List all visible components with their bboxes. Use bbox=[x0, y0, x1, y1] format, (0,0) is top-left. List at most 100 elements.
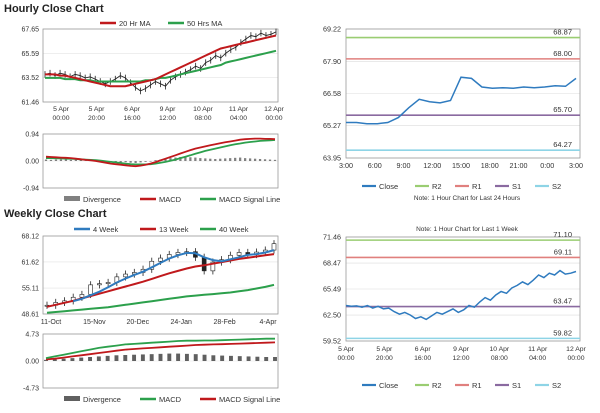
plot-frame bbox=[42, 133, 279, 189]
y-tick-label: 68.47 bbox=[323, 259, 341, 268]
plot-frame bbox=[42, 28, 279, 103]
wk4-line bbox=[72, 249, 275, 303]
y-tick-label: -4.73 bbox=[23, 386, 39, 393]
divergence-bar bbox=[70, 358, 75, 361]
legend-swatch bbox=[64, 396, 80, 401]
divergence-bar bbox=[239, 157, 242, 161]
x-tick-label: 20:00 bbox=[88, 115, 105, 122]
level-label-s1: 65.70 bbox=[553, 105, 572, 114]
y-tick-label: 63.52 bbox=[21, 75, 39, 82]
candle-body bbox=[79, 294, 85, 298]
divergence-bar bbox=[149, 161, 152, 162]
close-line bbox=[44, 31, 277, 92]
divergence-bar bbox=[211, 355, 216, 361]
y-tick-label: 61.62 bbox=[21, 259, 39, 266]
divergence-bar bbox=[44, 159, 48, 161]
x-tick-label: 6 Apr bbox=[415, 346, 432, 353]
legend-label: 50 Hrs MA bbox=[187, 19, 222, 28]
divergence-bar bbox=[140, 354, 145, 361]
divergence-bar bbox=[229, 355, 233, 361]
legend-label: Divergence bbox=[83, 395, 121, 404]
divergence-bar bbox=[193, 354, 198, 361]
x-tick-label: 9 Apr bbox=[160, 106, 177, 113]
divergence-bar bbox=[255, 356, 260, 361]
level-label-s2: 59.82 bbox=[553, 328, 572, 337]
divergence-bar bbox=[184, 353, 189, 361]
y-tick-label: 67.65 bbox=[21, 27, 39, 34]
x-tick-label: 00:00 bbox=[337, 355, 354, 362]
legend-label: R1 bbox=[472, 182, 482, 191]
chart-note: Note: 1 Hour Chart for Last 24 Hours bbox=[414, 195, 521, 202]
divergence-bar bbox=[54, 159, 58, 161]
divergence-bar bbox=[132, 354, 137, 361]
x-tick-label: 0:00 bbox=[540, 161, 554, 170]
legend-label: R2 bbox=[432, 182, 442, 191]
x-tick-label: 16:00 bbox=[123, 115, 140, 122]
macd-line bbox=[45, 137, 276, 168]
plot-frame bbox=[345, 236, 581, 342]
divergence-bar bbox=[169, 158, 172, 161]
legend-label: S2 bbox=[552, 381, 561, 390]
y-tick-label: 67.90 bbox=[323, 57, 341, 66]
x-tick-label: 04:00 bbox=[529, 355, 546, 362]
level-label-r2: 71.10 bbox=[553, 230, 572, 239]
y-tick-label: 63.95 bbox=[323, 154, 341, 163]
x-tick-label: 5 Apr bbox=[89, 106, 106, 113]
x-tick-label: 10 Apr bbox=[490, 346, 510, 353]
ma20-line bbox=[45, 34, 277, 88]
level-label-r1: 68.00 bbox=[553, 49, 572, 58]
y-tick-label: 62.50 bbox=[323, 311, 341, 320]
x-tick-label: 5 Apr bbox=[338, 346, 355, 353]
hourly-macd-chart: 0.94 0.00 -0.94 Divergence MACD MACD Signal L… bbox=[23, 132, 280, 204]
divergence-bar bbox=[248, 158, 252, 161]
x-tick-label: 15-Nov bbox=[83, 319, 106, 326]
y-tick-label: 0.00 bbox=[25, 359, 39, 366]
legend-label: R1 bbox=[472, 381, 482, 390]
divergence-bar bbox=[244, 158, 247, 161]
x-tick-label: 12 Apr bbox=[566, 346, 586, 353]
divergence-bar bbox=[194, 157, 197, 161]
y-tick-label: 61.46 bbox=[21, 100, 39, 107]
divergence-bar bbox=[149, 354, 154, 361]
divergence-bar bbox=[237, 356, 242, 361]
divergence-bar bbox=[79, 159, 82, 161]
x-tick-label: 20:00 bbox=[376, 355, 393, 362]
x-tick-label: 4-Apr bbox=[259, 319, 277, 326]
divergence-bar bbox=[234, 157, 237, 161]
divergence-bar bbox=[52, 359, 57, 361]
plot-frame bbox=[345, 28, 581, 159]
y-tick-label: -0.94 bbox=[23, 186, 39, 193]
x-tick-label: 16:00 bbox=[414, 355, 431, 362]
candle-body bbox=[88, 284, 93, 295]
divergence-bar bbox=[202, 354, 207, 361]
hourly-pivot-chart: 69.22 67.90 66.58 65.27 63.95 68.87 68.00 65.70… bbox=[323, 25, 583, 203]
candle-body bbox=[97, 283, 102, 286]
x-tick-label: 04:00 bbox=[230, 115, 247, 122]
y-tick-label: 65.27 bbox=[323, 121, 341, 130]
x-tick-label: 00:00 bbox=[52, 115, 69, 122]
legend-label: MACD Signal Line bbox=[219, 395, 280, 404]
legend-label: S2 bbox=[552, 182, 561, 191]
candle-body bbox=[210, 261, 216, 272]
divergence-bar bbox=[263, 159, 267, 161]
divergence-bar bbox=[246, 356, 251, 361]
divergence-bar bbox=[124, 161, 127, 163]
x-tick-label: 9:00 bbox=[397, 161, 411, 170]
y-tick-label: 65.59 bbox=[21, 51, 39, 58]
divergence-bar bbox=[144, 161, 147, 162]
divergence-bar bbox=[64, 159, 68, 161]
y-tick-label: 48.61 bbox=[21, 312, 39, 319]
legend-label: 4 Week bbox=[93, 225, 119, 234]
divergence-bar bbox=[268, 159, 272, 161]
signal-line bbox=[45, 341, 276, 361]
wk40-line bbox=[46, 283, 275, 314]
divergence-bar bbox=[219, 158, 222, 161]
candle-body bbox=[236, 252, 242, 256]
divergence-bar bbox=[264, 357, 269, 361]
divergence-bar bbox=[176, 353, 181, 361]
divergence-bar bbox=[158, 353, 163, 361]
divergence-bar bbox=[59, 159, 63, 161]
x-tick-label: 5 Apr bbox=[53, 106, 70, 113]
divergence-bar bbox=[105, 355, 110, 361]
legend-label: 13 Week bbox=[159, 225, 189, 234]
